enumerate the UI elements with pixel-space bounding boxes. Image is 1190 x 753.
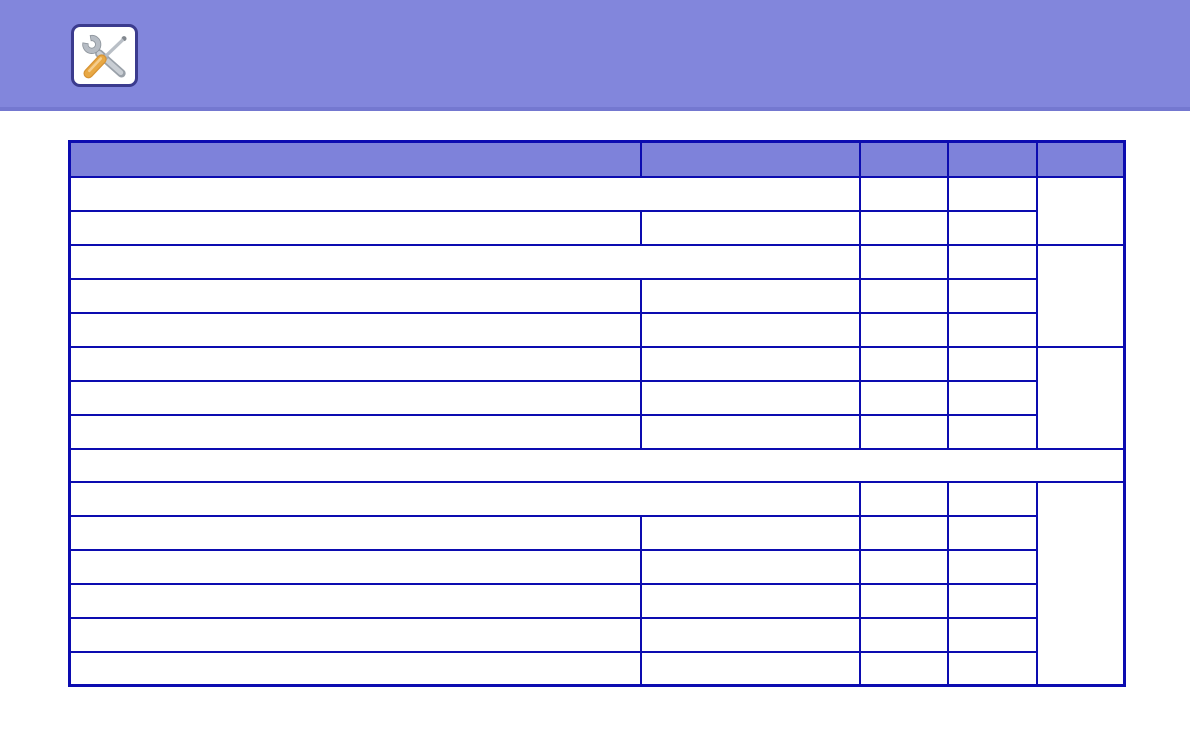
- table-cell-row-12-3: [858, 548, 949, 585]
- table-cell-row-12-4: [946, 548, 1038, 585]
- table-cell-row-1-4: [1035, 175, 1126, 246]
- table-row-15: [68, 650, 1125, 687]
- table-cell-row-6-1: [68, 345, 642, 382]
- table-cell-row-6-5: [1035, 345, 1126, 450]
- table-cell-row-1-2: [858, 175, 949, 212]
- table-cell-row-15-1: [68, 650, 642, 687]
- table-cell-row-3-4: [1035, 243, 1126, 348]
- table-row-2: [68, 209, 1125, 246]
- table-row-8: [68, 413, 1125, 450]
- table-cell-row-15-2: [639, 650, 861, 687]
- section-separator-cell: [68, 447, 1126, 483]
- table-cell-row-2-1: [68, 209, 642, 246]
- header-cell-3: [858, 140, 949, 178]
- table-cell-row-4-1: [68, 277, 642, 314]
- table-cell-row-5-2: [639, 311, 861, 348]
- header-cell-4: [946, 140, 1038, 178]
- table-cell-row-3-3: [946, 243, 1038, 280]
- table-cell-row-8-1: [68, 413, 642, 450]
- table-cell-row-14-2: [639, 616, 861, 653]
- table-row-6: [68, 345, 1126, 450]
- table-cell-row-15-3: [858, 650, 949, 687]
- table-cell-row-10-1: [68, 480, 861, 517]
- table-cell-row-12-2: [639, 548, 861, 585]
- table-cell-row-7-1: [68, 379, 642, 416]
- table-row-12: [68, 548, 1125, 585]
- table-cell-row-1-1: [68, 175, 861, 212]
- table-cell-row-13-2: [639, 582, 861, 619]
- table-cell-row-4-3: [858, 277, 949, 314]
- table-cell-row-8-3: [858, 413, 949, 450]
- table-row-11: [68, 514, 1125, 551]
- table-cell-row-14-1: [68, 616, 642, 653]
- table-row-4: [68, 277, 1125, 314]
- table-cell-row-12-1: [68, 548, 642, 585]
- table-row-1: [68, 175, 1126, 246]
- table-row-9: [68, 447, 1126, 483]
- settings-table: [68, 140, 1126, 687]
- table-cell-row-13-3: [858, 582, 949, 619]
- table-cell-row-2-3: [858, 209, 949, 246]
- table-cell-row-5-3: [858, 311, 949, 348]
- table-cell-row-10-3: [946, 480, 1038, 517]
- table-cell-row-13-1: [68, 582, 642, 619]
- table-cell-row-4-4: [946, 277, 1038, 314]
- table-cell-row-8-2: [639, 413, 861, 450]
- table-cell-row-8-4: [946, 413, 1038, 450]
- wrench-screwdriver-icon: [79, 32, 131, 80]
- table-cell-row-5-4: [946, 311, 1038, 348]
- table-cell-row-11-1: [68, 514, 642, 551]
- header-cell-1: [68, 140, 642, 178]
- settings-icon-tile: [71, 24, 138, 87]
- table-cell-row-6-3: [858, 345, 949, 382]
- table-body: [68, 175, 1126, 687]
- table-cell-row-7-3: [858, 379, 949, 416]
- table-row-10: [68, 480, 1126, 687]
- table-cell-row-1-3: [946, 175, 1038, 212]
- table-cell-row-10-2: [858, 480, 949, 517]
- table-cell-row-3-1: [68, 243, 861, 280]
- table-row-14: [68, 616, 1125, 653]
- table-cell-row-15-4: [946, 650, 1038, 687]
- table-cell-row-2-2: [639, 209, 861, 246]
- table-row-13: [68, 582, 1125, 619]
- table-cell-row-3-2: [858, 243, 949, 280]
- table-cell-row-11-4: [946, 514, 1038, 551]
- table-cell-row-4-2: [639, 277, 861, 314]
- table-cell-row-7-2: [639, 379, 861, 416]
- table-cell-row-11-3: [858, 514, 949, 551]
- table-cell-row-10-4: [1035, 480, 1126, 687]
- table-cell-row-14-4: [946, 616, 1038, 653]
- table-row-3: [68, 243, 1126, 348]
- table-cell-row-14-3: [858, 616, 949, 653]
- table-cell-row-7-4: [946, 379, 1038, 416]
- table-cell-row-5-1: [68, 311, 642, 348]
- table-cell-row-11-2: [639, 514, 861, 551]
- table-cell-row-6-4: [946, 345, 1038, 382]
- table-cell-row-2-4: [946, 209, 1038, 246]
- table-row-7: [68, 379, 1125, 416]
- table-row-5: [68, 311, 1125, 348]
- table-header: [68, 140, 1126, 178]
- header-cell-2: [639, 140, 861, 178]
- table-header-row: [68, 140, 1126, 178]
- header-cell-5: [1035, 140, 1126, 178]
- page-header-banner: [0, 0, 1190, 111]
- table-cell-row-6-2: [639, 345, 861, 382]
- table-cell-row-13-4: [946, 582, 1038, 619]
